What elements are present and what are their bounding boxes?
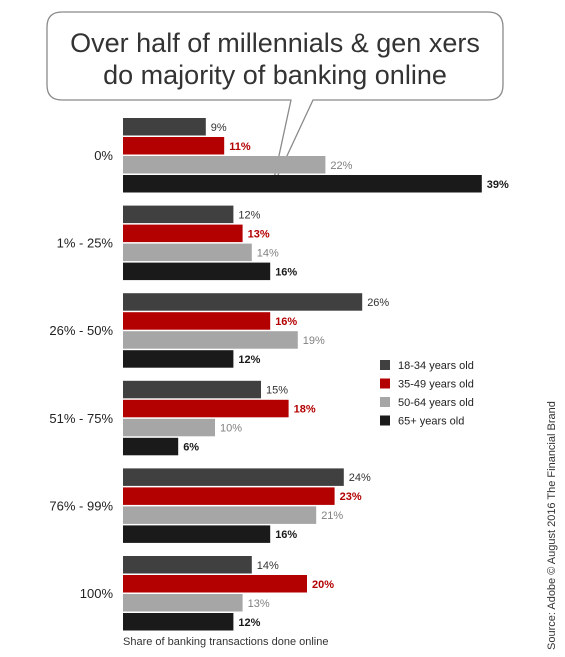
value-label-76-99-35-49-years-old: 23%: [340, 491, 362, 503]
bar-1-25-50-64-years-old: [123, 243, 252, 262]
category-label-51-75: 51% - 75%: [49, 411, 113, 426]
bar-51-75-35-49-years-old: [123, 399, 289, 418]
value-label-26-50-65-years-old: 12%: [238, 354, 260, 366]
category-label-100: 100%: [80, 586, 114, 601]
bar-1-25-35-49-years-old: [123, 224, 243, 243]
legend-label-35-49-years-old: 35-49 years old: [398, 379, 474, 391]
category-label-1-25: 1% - 25%: [57, 236, 114, 251]
bar-100-18-34-years-old: [123, 556, 252, 574]
legend-swatch-35-49-years-old: [380, 378, 390, 389]
value-label-100-18-34-years-old: 14%: [257, 560, 279, 572]
legend-label-65-years-old: 65+ years old: [398, 416, 464, 428]
value-label-0-18-34-years-old: 9%: [211, 122, 227, 134]
bar-0-50-64-years-old: [123, 156, 326, 174]
value-label-100-50-64-years-old: 13%: [248, 598, 270, 610]
bar-51-75-18-34-years-old: [123, 380, 261, 399]
bar-51-75-65-years-old: [123, 437, 179, 456]
bar-100-50-64-years-old: [123, 594, 243, 612]
category-labels: 0% 1% - 25% 26% - 50% 51% - 75% 76% - 99% 100…: [49, 148, 113, 601]
bar-0-18-34-years-old: [123, 118, 206, 136]
value-label-76-99-18-34-years-old: 24%: [349, 472, 371, 484]
bar-76-99-18-34-years-old: [123, 468, 344, 486]
bar-76-99-50-64-years-old: [123, 506, 317, 524]
source-note: Source: Adobe © August 2016 The Financia…: [546, 401, 558, 650]
legend: 18-34 years old 35-49 years old 50-64 year…: [380, 360, 474, 428]
value-label-1-25-50-64-years-old: 14%: [257, 247, 279, 259]
value-label-0-65-years-old: 39%: [487, 179, 509, 191]
value-label-51-75-18-34-years-old: 15%: [266, 385, 288, 397]
legend-swatch-65-years-old: [380, 415, 390, 426]
title-line-1: Over half of millennials & gen xers: [70, 28, 480, 58]
category-label-26-50: 26% - 50%: [49, 323, 113, 338]
bar-26-50-50-64-years-old: [123, 331, 298, 349]
title-line-2: do majority of banking online: [103, 60, 447, 90]
legend-label-50-64-years-old: 50-64 years old: [398, 397, 474, 409]
bars: [123, 118, 482, 631]
value-label-26-50-18-34-years-old: 26%: [367, 297, 389, 309]
bar-1-25-18-34-years-old: [123, 205, 234, 224]
value-label-26-50-35-49-years-old: 16%: [275, 316, 297, 328]
value-label-0-50-64-years-old: 22%: [330, 160, 352, 172]
category-label-76-99: 76% - 99%: [49, 498, 113, 513]
value-label-76-99-65-years-old: 16%: [275, 529, 297, 541]
bar-0-65-years-old: [123, 175, 482, 193]
value-label-76-99-50-64-years-old: 21%: [321, 510, 343, 522]
value-label-26-50-50-64-years-old: 19%: [303, 335, 325, 347]
bar-26-50-35-49-years-old: [123, 312, 271, 330]
value-label-1-25-18-34-years-old: 12%: [238, 209, 260, 221]
value-label-1-25-65-years-old: 16%: [275, 266, 297, 278]
callout-bubble: [46, 11, 504, 189]
bar-100-35-49-years-old: [123, 575, 307, 593]
bar-76-99-35-49-years-old: [123, 487, 335, 505]
legend-swatch-50-64-years-old: [380, 397, 390, 407]
bar-26-50-65-years-old: [123, 350, 234, 368]
bar-1-25-65-years-old: [123, 262, 271, 281]
title-callout: Over half of millennials & gen xers do m…: [46, 11, 504, 189]
value-label-51-75-65-years-old: 6%: [183, 442, 199, 454]
bar-51-75-50-64-years-old: [123, 418, 215, 437]
value-label-100-35-49-years-old: 20%: [312, 579, 334, 591]
value-label-51-75-50-64-years-old: 10%: [220, 423, 242, 435]
bar-76-99-65-years-old: [123, 525, 271, 543]
x-axis-label: Share of banking transactions done onlin…: [123, 636, 328, 648]
bar-0-35-49-years-old: [123, 137, 225, 155]
value-label-0-35-49-years-old: 11%: [229, 141, 251, 153]
value-label-100-65-years-old: 12%: [238, 617, 260, 629]
category-label-0: 0%: [94, 148, 113, 163]
legend-label-18-34-years-old: 18-34 years old: [398, 360, 474, 372]
bar-100-65-years-old: [123, 613, 234, 631]
legend-swatch-18-34-years-old: [380, 360, 390, 370]
value-labels: 9%11% 22% 39% 12% 13% 14% 16% 26% 16% 19% 12% 15% 18…: [183, 122, 509, 629]
bar-26-50-18-34-years-old: [123, 293, 363, 311]
value-label-51-75-35-49-years-old: 18%: [294, 404, 316, 416]
value-label-1-25-35-49-years-old: 13%: [248, 228, 270, 240]
